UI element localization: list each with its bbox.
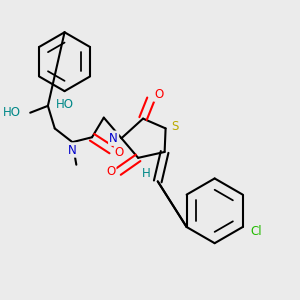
Text: O: O [106,165,115,178]
Text: Cl: Cl [250,225,262,239]
Text: HO: HO [56,98,74,111]
Text: H: H [142,167,150,180]
Text: O: O [115,146,124,159]
Text: S: S [172,120,179,133]
Text: O: O [154,88,164,100]
Text: N: N [109,132,118,145]
Text: HO: HO [2,106,20,119]
Text: H: H [140,165,148,178]
Text: N: N [68,143,77,157]
